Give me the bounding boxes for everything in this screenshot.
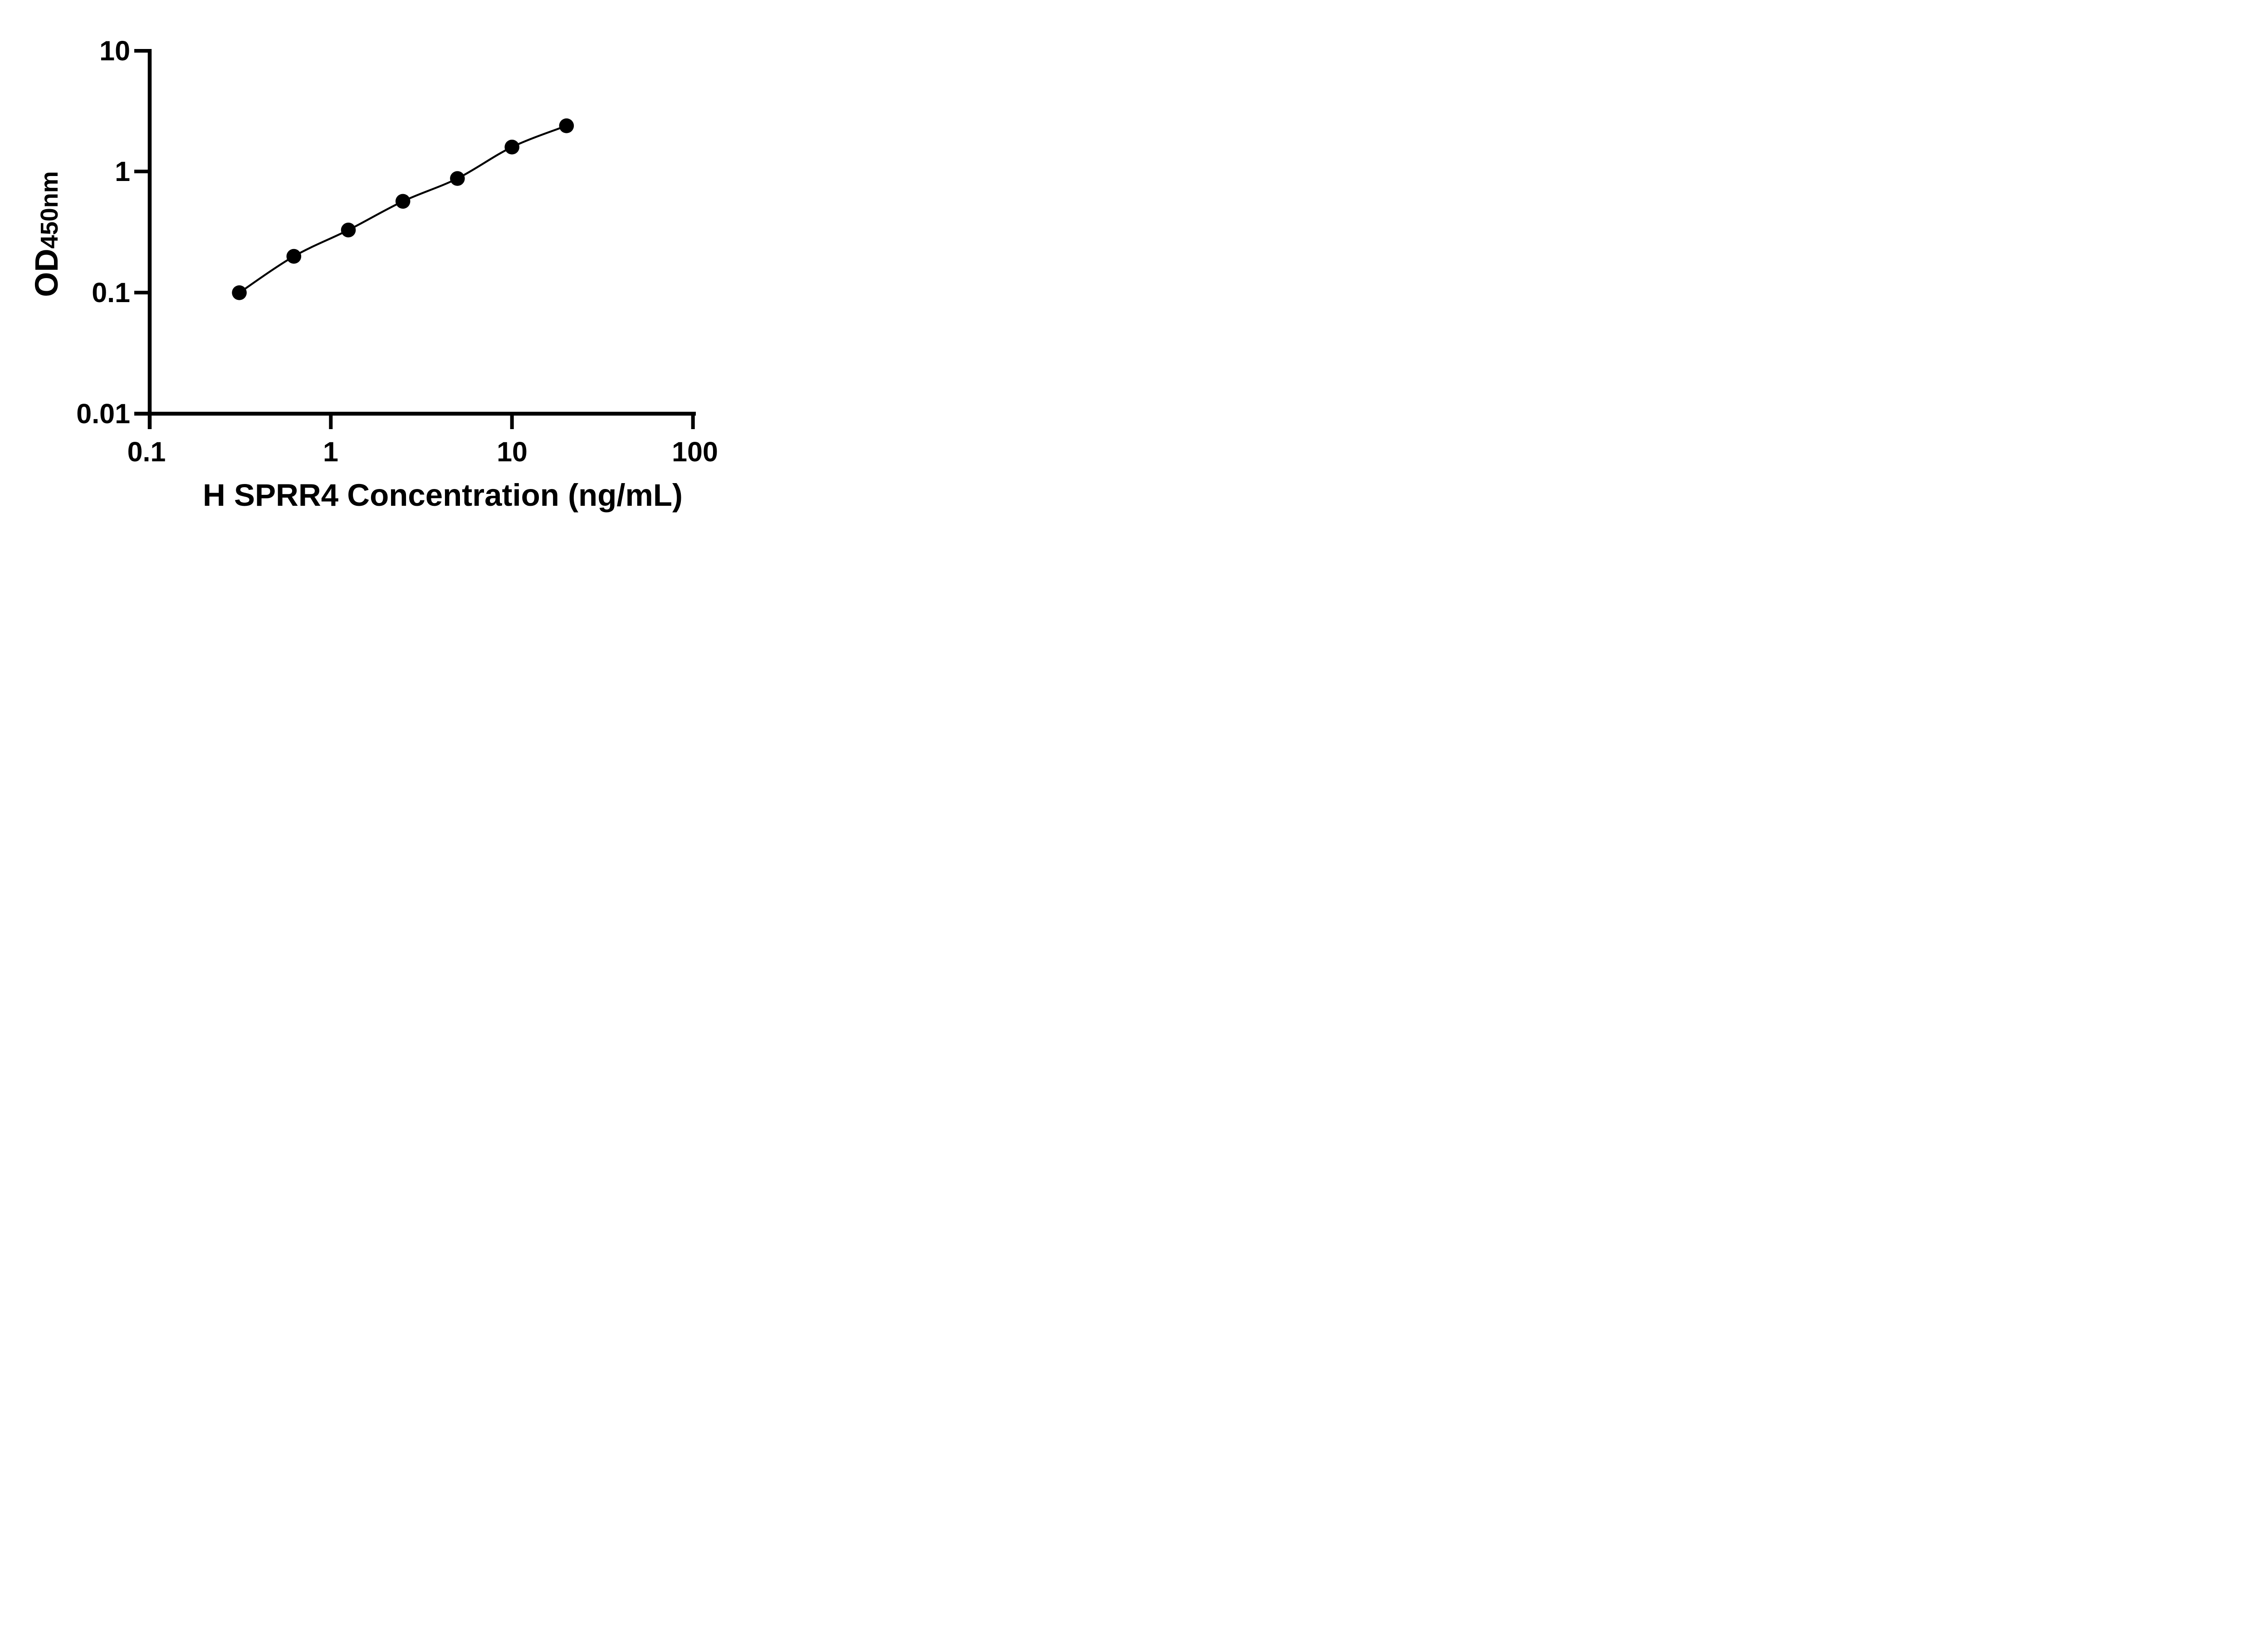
- y-tick-label-10: 10: [99, 35, 130, 66]
- y-tick-label-0.1: 0.1: [92, 277, 130, 308]
- data-point: [559, 118, 574, 133]
- x-tick-label-1: 1: [323, 436, 338, 467]
- plot-area: [134, 49, 696, 429]
- data-point: [395, 194, 411, 209]
- data-point: [341, 222, 356, 238]
- data-point: [286, 249, 302, 264]
- y-axis-title-main: OD: [29, 249, 65, 297]
- x-tick-label-10: 10: [497, 436, 528, 467]
- y-axis-title-subscript: 450nm: [36, 171, 63, 249]
- series-standard-curve: [232, 118, 574, 300]
- y-tick-label-1: 1: [115, 156, 130, 187]
- y-tick-label-0.01: 0.01: [76, 398, 130, 429]
- data-point: [450, 171, 465, 186]
- y-axis-title: OD450nm: [22, 93, 72, 375]
- x-tick-label-0.1: 0.1: [127, 436, 166, 467]
- x-axis-title: H SPRR4 Concentration (ng/mL): [202, 478, 683, 513]
- data-point: [232, 285, 247, 300]
- x-tick-label-100: 100: [672, 436, 718, 467]
- data-point: [504, 139, 519, 155]
- chart-figure: 10 1 0.1 0.01 0.1 1 10 100 H SPRR4 Conce…: [0, 0, 777, 544]
